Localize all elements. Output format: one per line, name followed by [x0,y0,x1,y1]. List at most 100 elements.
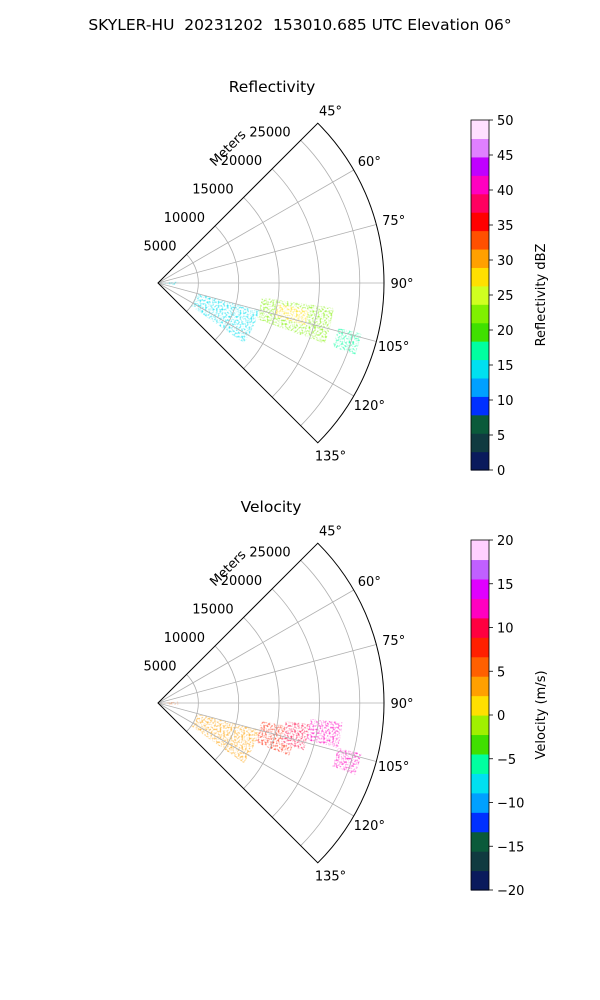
colorbar-tick: 5 [497,665,505,680]
colorbar-tick: 20 [497,324,514,339]
colorbar-tick: 10 [497,394,514,409]
azimuth-line [157,589,354,704]
colorbar-tick: −5 [497,753,516,768]
colorbar-segment [471,695,489,716]
velocity-colorbar-ticks: −20 −15 −10 −5 0 5 10 15 20 [497,534,524,899]
colorbar-segment [471,715,489,736]
colorbar-tick: 10 [497,622,514,637]
colorbar-segment [471,285,489,305]
angle-tick: 120° [354,399,385,414]
azimuth-line [157,282,377,342]
colorbar-segment [471,617,489,638]
angle-tick: 105° [378,340,409,355]
colorbar-segment [471,248,489,268]
colorbar-tick: 0 [497,464,505,479]
velocity-sector-outline [157,542,385,864]
angle-tick: 60° [358,155,381,170]
angle-tick: 75° [382,214,405,229]
range-tick: 15000 [192,182,233,197]
colorbar-segment [471,396,489,416]
echo-region-main-cell-mid [280,720,310,751]
colorbar-segment [471,193,489,213]
range-tick: 10000 [164,631,205,646]
colorbar-tick: 0 [497,709,505,724]
colorbar-segment [471,341,489,361]
velocity-grid [157,560,384,846]
echo-region-east-cell [332,747,362,775]
colorbar-tick: −10 [497,797,524,812]
colorbar-segment [471,120,489,140]
colorbar-segment [471,753,489,774]
reflectivity-sector-outline [157,122,385,444]
colorbar-segment [471,540,489,561]
reflectivity-colorbar-ticks: 0 5 10 15 20 25 30 35 40 45 50 [497,114,514,479]
reflectivity-range-ticks: 5000 10000 15000 20000 25000 [143,125,290,254]
colorbar-segment [471,637,489,658]
velocity-angle-ticks: 45° 60° 75° 90° 105° 120° 135° [315,524,414,884]
velocity-title: Velocity [241,498,302,516]
reflectivity-grid [157,140,384,426]
colorbar-tick: 30 [497,254,514,269]
colorbar-segment [471,175,489,195]
range-tick: 15000 [192,602,233,617]
colorbar-segment [471,359,489,379]
reflectivity-angle-ticks: 45° 60° 75° 90° 105° 120° 135° [315,104,414,464]
echo-region-main-cell-core [274,304,310,326]
colorbar-tick: −15 [497,840,524,855]
colorbar-segment [471,676,489,697]
azimuth-line [157,282,354,397]
reflectivity-panel: Reflectivity 5000 10000 15000 20000 2500… [143,78,549,479]
page-title: SKYLER-HU 20231202 153010.685 UTC Elevat… [88,16,512,34]
range-tick: 10000 [164,211,205,226]
angle-tick: 120° [354,819,385,834]
echo-region-main-cell-east [306,719,343,748]
angle-tick: 75° [382,634,405,649]
colorbar-segment [471,230,489,250]
colorbar-tick: −20 [497,884,524,899]
reflectivity-data-layer [158,281,362,355]
range-tick: 25000 [249,125,290,140]
velocity-range-ticks: 5000 10000 15000 20000 25000 [143,545,290,674]
colorbar-tick: 15 [497,578,514,593]
azimuth-line [157,702,377,762]
colorbar-segment [471,414,489,434]
colorbar-tick: 35 [497,219,514,234]
colorbar-segment [471,656,489,677]
colorbar-segment [471,212,489,232]
angle-tick: 135° [315,870,346,885]
colorbar-segment [471,851,489,872]
colorbar-segment [471,322,489,342]
colorbar-tick: 15 [497,359,514,374]
velocity-data-layer [158,701,362,775]
colorbar-segment [471,773,489,794]
colorbar-tick: 45 [497,149,514,164]
azimuth-line [157,169,354,284]
colorbar-tick: 5 [497,429,505,444]
colorbar-segment [471,377,489,397]
velocity-colorbar-label: Velocity (m/s) [534,670,549,759]
colorbar-segment [471,812,489,833]
azimuth-line [157,224,377,284]
colorbar-segment [471,792,489,813]
colorbar-segment [471,267,489,287]
colorbar-segment [471,433,489,453]
azimuth-line [157,702,354,817]
velocity-panel: Velocity 5000 10000 15000 20000 25000 Me… [143,498,549,899]
range-tick: 5000 [143,659,176,674]
colorbar-tick: 20 [497,534,514,549]
colorbar-tick: 25 [497,289,514,304]
angle-tick: 105° [378,760,409,775]
colorbar-segment [471,578,489,599]
colorbar-segment [471,831,489,852]
angle-tick: 90° [390,697,413,712]
velocity-colorbar [470,539,493,891]
colorbar-segment [471,598,489,619]
colorbar-segment [471,156,489,176]
colorbar-segment [471,734,489,755]
reflectivity-colorbar-label: Reflectivity dBZ [534,244,549,347]
azimuth-line [157,644,377,704]
angle-tick: 135° [315,450,346,465]
reflectivity-colorbar [470,119,493,471]
angle-tick: 45° [319,524,342,539]
